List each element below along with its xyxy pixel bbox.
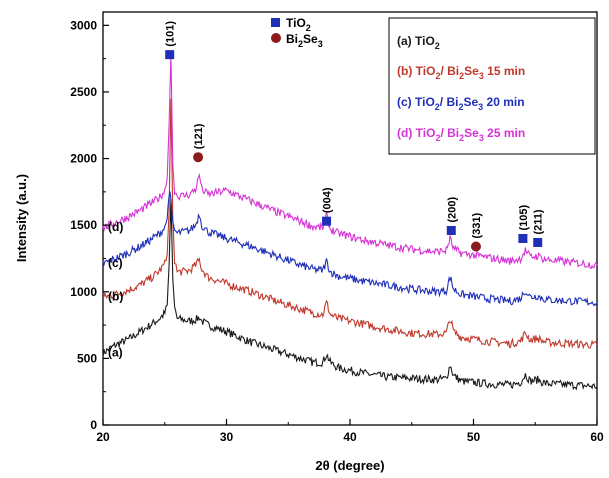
legend-entry-b: (b) TiO2/ Bi2Se3 15 min [397, 64, 525, 81]
peak-label: (121) [193, 123, 205, 149]
y-tick-label: 1500 [70, 218, 97, 232]
peak-marker-square [518, 233, 528, 243]
y-tick-label: 2000 [70, 152, 97, 166]
x-tick-label: 60 [590, 430, 604, 444]
curve-labels-group: (a) (b) (c) (d) [108, 220, 123, 359]
peak-label: (101) [165, 21, 177, 47]
sample-legend-box [388, 17, 596, 155]
phase-legend: TiO2 Bi2Se3 [271, 16, 323, 49]
legend-entry-d: (d) TiO2/ Bi2Se3 25 min [397, 126, 525, 143]
y-axis-title: Intensity (a.u.) [14, 174, 29, 262]
x-axis-title: 2θ (degree) [315, 458, 384, 473]
peak-label: (004) [322, 187, 334, 213]
axes-group: 20 30 40 50 60 0 500 1000 1500 2000 2500 3000 [70, 18, 604, 444]
peak-label: (211) [533, 209, 545, 234]
y-tick-label: 500 [77, 351, 97, 365]
curve-label-b: (b) [108, 289, 123, 303]
peak-label: (105) [518, 204, 530, 230]
bi2se3-legend-text: Bi2Se3 [286, 32, 323, 49]
tio2-legend-text: TiO2 [286, 16, 311, 33]
y-tick-label: 2500 [70, 85, 97, 99]
x-tick-label: 40 [343, 430, 357, 444]
series-line-b [102, 98, 598, 350]
x-tick-label: 50 [467, 430, 481, 444]
y-tick-label: 0 [90, 418, 97, 432]
legend-entry-a: (a) TiO2 [397, 34, 440, 51]
series-line-d [102, 54, 598, 270]
peak-annotations: (101) (121) (004) (200) (331) (105) (211) [165, 21, 545, 252]
peak-marker-square [446, 225, 456, 235]
sample-legend: (a) TiO2 (b) TiO2/ Bi2Se3 15 min (c) TiO… [388, 17, 596, 155]
tio2-legend-marker [271, 18, 280, 27]
peak-marker-square [533, 237, 543, 247]
x-tick-label: 30 [220, 430, 234, 444]
y-tick-label: 3000 [70, 18, 97, 32]
legend-entry-c: (c) TiO2/ Bi2Se3 20 min [397, 95, 525, 112]
curves-group [102, 54, 598, 391]
peak-label: (200) [446, 196, 458, 222]
peak-label: (331) [471, 212, 483, 238]
y-tick-label: 1000 [70, 285, 97, 299]
curve-label-d: (d) [108, 220, 123, 234]
curve-label-a: (a) [108, 345, 123, 359]
peak-marker-circle [470, 241, 481, 252]
peak-marker-square [165, 50, 175, 60]
peak-marker-circle [193, 152, 204, 163]
curve-label-c: (c) [108, 256, 123, 270]
series-line-a [102, 198, 598, 391]
peak-marker-square [322, 216, 332, 226]
series-line-c [102, 191, 598, 307]
bi2se3-legend-marker [271, 33, 281, 43]
x-tick-label: 20 [96, 430, 110, 444]
